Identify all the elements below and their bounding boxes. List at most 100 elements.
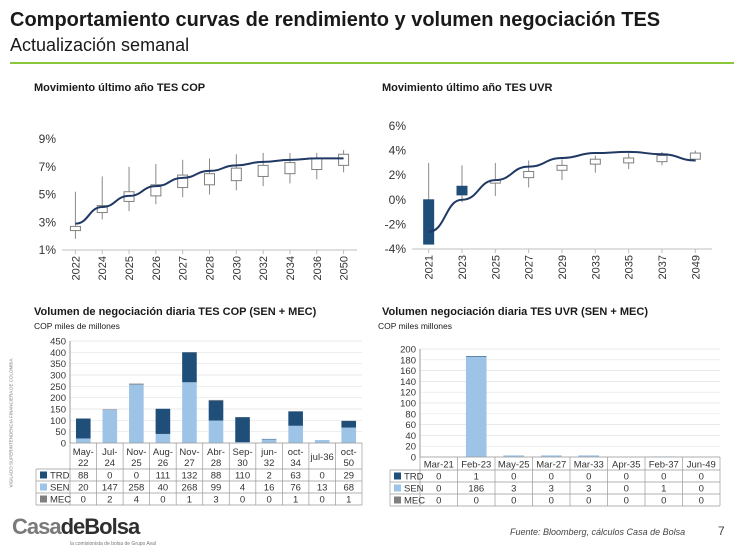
table-cell: 0 (436, 472, 441, 483)
y-tick-label: 100 (400, 399, 416, 410)
bar-sen (578, 455, 600, 457)
category-label: Nov- (179, 447, 199, 458)
table-cell: 0 (107, 471, 112, 482)
category-label: oct- (288, 447, 304, 458)
bar-trd (155, 408, 171, 434)
table-cell: 258 (128, 483, 144, 494)
chart-title-volume-uvr: Volumen negociación diaria TES UVR (SEN … (382, 306, 648, 318)
chart-subtitle-volume-uvr: COP miles millones (378, 321, 453, 331)
table-cell: 0 (511, 496, 516, 507)
candle-box (96, 205, 108, 214)
x-tick-label: 2050 (339, 256, 351, 280)
y-tick-label: 0 (61, 439, 66, 450)
category-label: 26 (158, 458, 169, 469)
y-tick-label: 80 (405, 409, 416, 420)
y-tick-label: 6% (389, 119, 407, 133)
category-label: Mar-27 (536, 460, 566, 471)
candle-box (338, 153, 350, 166)
y-tick-label: 140 (400, 377, 416, 388)
table-cell: 88 (211, 471, 222, 482)
x-tick-label: 2032 (258, 256, 270, 280)
table-cell: 0 (134, 471, 139, 482)
table-cell: 0 (266, 495, 271, 506)
candle-box (656, 155, 668, 163)
x-tick-label: 2049 (690, 255, 702, 279)
bar-trd (288, 411, 303, 426)
y-tick-label: 9% (39, 132, 57, 146)
y-tick-label: -2% (385, 217, 407, 231)
page-title: Comportamiento curvas de rendimiento y v… (10, 9, 661, 31)
x-tick-label: 2035 (624, 255, 636, 279)
y-tick-label: -4% (385, 242, 407, 256)
logo-part2: deBolsa (60, 514, 141, 539)
bar-trd (341, 421, 357, 428)
candle-box (623, 157, 635, 164)
candle-box (456, 185, 468, 196)
table-cell: 63 (290, 471, 301, 482)
x-tick-label: 2025 (124, 256, 136, 280)
y-tick-label: 180 (400, 355, 416, 366)
y-tick-label: 250 (50, 382, 66, 393)
candle-box (284, 162, 296, 175)
category-label: 24 (105, 458, 116, 469)
category-label: 32 (264, 458, 275, 469)
category-label: 22 (78, 458, 89, 469)
y-tick-label: 350 (50, 359, 66, 370)
y-tick-label: 150 (50, 405, 66, 416)
legend-label: SEN (50, 483, 70, 494)
source-note: Fuente: Bloomberg, cálculos Casa de Bols… (510, 527, 686, 537)
category-label: 30 (237, 458, 248, 469)
category-label: May- (73, 447, 94, 458)
candle-box (230, 167, 242, 182)
bar-trd (235, 417, 250, 443)
table-cell: 16 (264, 483, 275, 494)
table-cell: 2 (266, 471, 271, 482)
chart-subtitle-volume-cop: COP miles de millones (34, 321, 120, 331)
table-cell: 186 (468, 484, 484, 495)
x-tick-label: 2037 (657, 255, 669, 279)
table-cell: 1 (474, 472, 479, 483)
bar-sen (155, 433, 171, 443)
candle-box (150, 184, 162, 197)
y-tick-label: 0% (389, 193, 407, 207)
bar-sen (540, 455, 562, 457)
table-cell: 0 (240, 495, 245, 506)
table-cell: 0 (699, 472, 704, 483)
chart-title-volume-cop: Volumen de negociación diaria TES COP (S… (34, 306, 317, 318)
y-tick-label: 7% (39, 160, 57, 174)
legend-label: TRD (404, 472, 424, 483)
legend-swatch (394, 496, 401, 504)
candle-box (689, 152, 701, 160)
bar-sen (465, 356, 487, 457)
table-cell: 0 (160, 495, 165, 506)
table-cell: 3 (586, 484, 591, 495)
x-tick-label: 2033 (590, 255, 602, 279)
logo-part1: Casa (12, 514, 62, 539)
category-label: 34 (290, 458, 301, 469)
y-tick-label: 450 (50, 337, 66, 348)
category-label: Abr- (207, 447, 225, 458)
candle-box (589, 158, 601, 165)
table-cell: 132 (182, 471, 198, 482)
bar-sen (261, 439, 277, 443)
company-logo: CasadeBolsa la comisionista de bolsa de … (12, 514, 156, 550)
table-cell: 4 (240, 483, 245, 494)
x-tick-label: 2030 (231, 256, 243, 280)
table-cell: 2 (107, 495, 112, 506)
y-tick-label: 4% (389, 144, 407, 158)
y-tick-label: 300 (50, 371, 66, 382)
bar-mec (129, 383, 144, 385)
legend-label: MEC (50, 495, 71, 506)
x-tick-label: 2023 (457, 255, 469, 279)
y-tick-label: 0 (411, 453, 416, 464)
table-cell: 29 (343, 471, 354, 482)
table-cell: 1 (293, 495, 298, 506)
table-cell: 0 (81, 495, 86, 506)
candle-box (523, 171, 535, 179)
category-label: Nov- (126, 447, 146, 458)
y-tick-label: 200 (400, 345, 416, 356)
legend-label: TRD (50, 471, 70, 482)
bar-sen (503, 455, 525, 457)
bar-sen (235, 442, 250, 443)
bar-sen (314, 440, 330, 443)
